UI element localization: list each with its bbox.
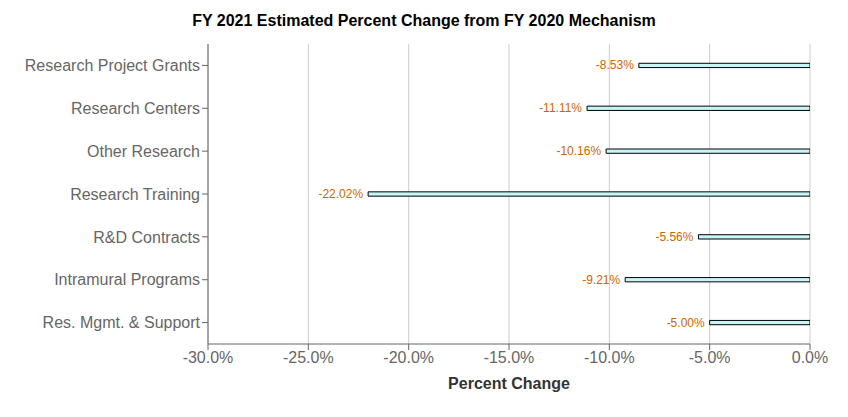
svg-text:-9.21%: -9.21% [582, 273, 620, 287]
svg-text:-20.0%: -20.0% [383, 349, 434, 366]
svg-text:0.0%: 0.0% [792, 349, 828, 366]
svg-text:Research Training: Research Training [70, 186, 200, 203]
svg-text:-11.11%: -11.11% [539, 101, 582, 115]
svg-text:R&D Contracts: R&D Contracts [93, 229, 200, 246]
html-text:FY 2021 Estimated Percent Chan: FY 2021 Estimated Percent Change from FY… [192, 12, 656, 29]
svg-text:-25.0%: -25.0% [283, 349, 334, 366]
svg-text:-5.00%: -5.00% [667, 316, 705, 330]
svg-text:Research Project Grants: Research Project Grants [25, 57, 200, 74]
svg-text:Research Centers: Research Centers [71, 100, 200, 117]
svg-text:-8.53%: -8.53% [596, 58, 634, 72]
svg-text:Other Research: Other Research [87, 143, 200, 160]
svg-text:Res. Mgmt. & Support: Res. Mgmt. & Support [43, 314, 201, 331]
svg-text:-5.56%: -5.56% [655, 230, 693, 244]
svg-text:-5.0%: -5.0% [689, 349, 731, 366]
svg-text:-15.0%: -15.0% [484, 349, 535, 366]
svg-text:Intramural Programs: Intramural Programs [54, 271, 200, 288]
svg-text:Percent Change: Percent Change [448, 375, 570, 392]
svg-text:-30.0%: -30.0% [183, 349, 234, 366]
svg-text:-10.0%: -10.0% [584, 349, 635, 366]
svg-text:-10.16%: -10.16% [556, 144, 601, 158]
svg-text:-22.02%: -22.02% [318, 187, 363, 201]
